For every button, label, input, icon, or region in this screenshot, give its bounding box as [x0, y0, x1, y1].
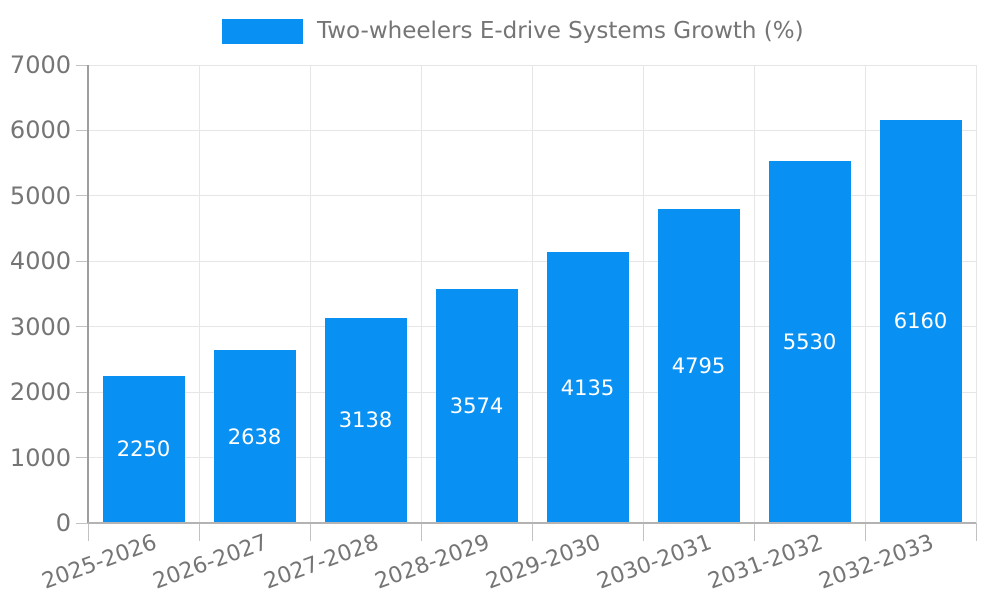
y-tick	[76, 522, 88, 524]
y-tick-label: 7000	[9, 51, 71, 79]
y-tick-label: 2000	[9, 378, 71, 407]
v-gridline	[642, 65, 644, 523]
y-tick	[76, 391, 88, 393]
bar	[879, 119, 962, 523]
x-tick-label: 2029-2030	[482, 530, 604, 595]
x-tick	[420, 523, 422, 541]
v-gridline	[864, 65, 866, 523]
bar	[657, 209, 740, 523]
bar	[102, 375, 185, 523]
v-gridline	[309, 65, 311, 523]
bar	[324, 317, 407, 523]
x-tick-label: 2030-2031	[593, 530, 715, 595]
y-axis-line	[87, 65, 89, 523]
legend-swatch	[222, 18, 303, 44]
x-tick	[975, 523, 977, 541]
v-gridline	[198, 65, 200, 523]
x-tick-label: 2026-2027	[149, 530, 271, 595]
y-tick-label: 3000	[9, 312, 71, 341]
v-gridline	[975, 65, 977, 523]
legend-label: Two-wheelers E-drive Systems Growth (%)	[317, 18, 804, 44]
bar	[546, 252, 629, 523]
y-tick	[76, 260, 88, 262]
y-tick-label: 1000	[9, 443, 71, 472]
y-tick-label: 0	[55, 509, 71, 537]
bar-value-label: 3138	[338, 408, 393, 433]
v-gridline	[531, 65, 533, 523]
bar-value-label: 2638	[227, 424, 282, 449]
bar-value-label: 5530	[782, 330, 837, 355]
bar	[213, 350, 296, 523]
x-tick	[198, 523, 200, 541]
y-tick	[76, 326, 88, 328]
y-tick	[76, 129, 88, 131]
legend: Two-wheelers E-drive Systems Growth (%)	[222, 18, 804, 44]
v-gridline	[420, 65, 422, 523]
bar	[768, 161, 851, 523]
bar-value-label: 4135	[560, 375, 615, 400]
x-tick	[309, 523, 311, 541]
x-tick	[87, 523, 89, 541]
bar-value-label: 3574	[449, 394, 504, 419]
x-tick-label: 2028-2029	[371, 530, 493, 595]
x-tick-label: 2032-2033	[815, 530, 937, 595]
bar-value-label: 6160	[893, 309, 948, 334]
bar	[435, 289, 518, 523]
x-tick-label: 2025-2026	[38, 530, 160, 595]
x-tick-label: 2027-2028	[260, 530, 382, 595]
y-tick	[76, 195, 88, 197]
x-tick	[642, 523, 644, 541]
y-tick	[76, 457, 88, 459]
x-axis-line	[88, 522, 976, 524]
x-tick-label: 2031-2032	[704, 530, 826, 595]
y-tick-label: 5000	[9, 181, 71, 210]
x-tick	[864, 523, 866, 541]
y-tick	[76, 64, 88, 66]
x-tick	[753, 523, 755, 541]
y-tick-label: 4000	[9, 247, 71, 276]
bar-value-label: 2250	[116, 437, 171, 462]
y-tick-label: 6000	[9, 116, 71, 145]
v-gridline	[753, 65, 755, 523]
bar-value-label: 4795	[671, 354, 726, 379]
x-tick	[531, 523, 533, 541]
